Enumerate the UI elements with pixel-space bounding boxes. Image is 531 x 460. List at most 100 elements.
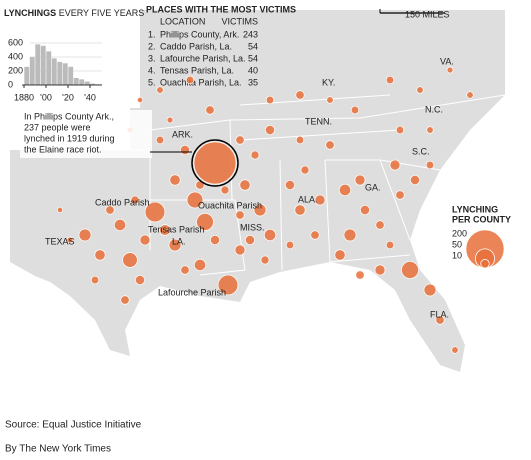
place-label: Lafourche Parish [158,287,226,297]
county-bubble [217,274,239,296]
histogram-title: LYNCHINGS EVERY FIVE YEARS [4,8,144,18]
rank: 4. [148,65,156,75]
county-bubble [250,150,260,160]
county-bubble [244,234,256,246]
county-bubble [359,204,371,216]
county-bubble [205,105,215,115]
y-tick-label: 200 [8,65,23,75]
location: Lafourche Parish, La. [160,53,246,63]
histogram-bar [68,66,74,85]
county-bubble [253,203,267,217]
county-bubble [343,228,357,242]
x-tick-label: 1880 [14,92,34,102]
county-bubble [416,86,424,94]
legend-label: 200 [452,228,467,238]
location: Caddo Parish, La. [160,41,232,51]
county-bubble [239,179,251,191]
county-bubble [234,244,246,256]
victims: 35 [248,77,258,87]
county-bubble [186,191,204,209]
county-bubble [90,275,100,285]
county-bubble [193,141,237,185]
county-bubble [120,295,130,305]
histogram-bar [73,78,79,85]
county-bubble [375,220,385,230]
histogram-bar [24,66,30,85]
county-bubble [355,270,365,280]
location: Ouachita Parish, La. [160,77,242,87]
county-bubble [446,66,454,74]
table-title: PLACES WITH THE MOST VICTIMS [146,4,296,14]
annotation-line: the Elaine race riot. [24,144,102,154]
victims: 54 [248,53,258,63]
county-bubble [144,201,166,223]
county-bubble [401,261,419,279]
x-tick-label: '00 [40,92,52,102]
county-bubble [139,234,151,246]
place-label: Tensas Parish [148,224,205,234]
county-bubble [260,255,270,265]
county-bubble [166,116,174,124]
county-bubble [374,264,386,276]
county-bubble [325,140,335,150]
annotation-line: lynched in 1919 during [24,133,115,143]
histogram-bar [62,63,68,85]
legend-title: LYNCHING [452,204,498,214]
victims: 243 [243,29,258,39]
county-bubble [235,210,245,220]
county-bubble [180,265,190,275]
county-bubble [235,135,245,145]
credit: By The New York Times [5,444,111,455]
histogram-bar [29,57,35,85]
county-bubble [389,159,401,171]
county-bubble [295,90,305,100]
county-bubble [156,86,164,94]
county-bubble [423,283,437,297]
county-bubble [466,91,474,99]
county-bubble [159,224,171,236]
county-bubble [105,205,115,215]
county-bubble [130,195,140,205]
county-bubble [220,185,230,195]
legend-title: PER COUNTY [452,214,511,224]
county-bubble [385,75,395,85]
county-bubble [263,228,277,242]
annotation-line: In Phillips County Ark., [24,111,114,121]
county-bubble [326,96,334,104]
county-bubble [285,240,295,250]
county-bubble [385,240,395,250]
state-label: TENN. [305,116,332,126]
column-header: LOCATION [160,16,205,26]
annotation-line: 237 people were [24,122,91,132]
county-bubble [334,249,346,261]
annotation: In Phillips County Ark.,237 people werel… [24,111,115,154]
column-header: VICTIMS [221,16,258,26]
county-bubble [264,124,276,136]
x-tick-label: '20 [62,92,74,102]
source: Source: Equal Justice Initiative [5,420,142,431]
county-bubble [56,206,64,214]
annotation-background [20,110,152,158]
histogram-bar [57,61,63,85]
county-bubble [193,258,207,272]
state-label: TEXAS [45,236,75,246]
county-bubble [169,174,181,186]
legend-bubble [480,259,490,269]
highlight-ring [191,139,239,187]
county-bubble [209,234,221,246]
county-bubble [66,236,74,244]
table: 1. Phillips County, Ark. 243 2. Caddo Parish… [148,29,258,87]
county-bubble [451,346,459,354]
county-bubble [435,315,445,325]
county-bubble [179,144,191,156]
state-label: FLA. [430,309,449,319]
y-tick-label: 600 [8,37,23,47]
county-bubble [294,204,306,216]
county-bubble [78,228,92,242]
county-bubble [426,126,434,134]
inset-background [0,0,140,108]
place-label: Ouachita Parish [198,200,262,210]
state-label: S.C. [412,146,430,156]
rank: 1. [148,29,156,39]
state-label: ALA. [298,194,318,204]
